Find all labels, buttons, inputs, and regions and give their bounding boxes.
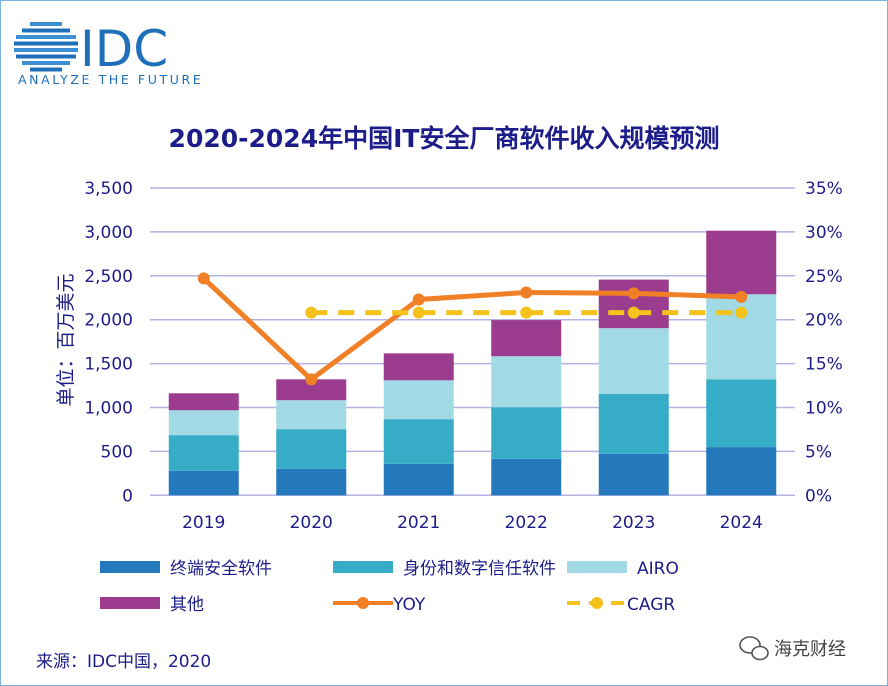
watermark: 海克财经	[739, 636, 846, 661]
bar-segment	[491, 356, 562, 408]
y-tick-label: 1,000	[84, 399, 133, 419]
y2-tick-label: 5%	[805, 442, 832, 462]
y-axis-label: 单位：百万美元	[55, 273, 77, 406]
bar-segment	[598, 453, 669, 496]
idc-logo: IDC ANALYZE THE FUTURE	[14, 20, 203, 87]
cagr-point	[305, 306, 318, 319]
wechat-icon	[739, 636, 769, 661]
bar-segment	[383, 353, 454, 381]
globe-icon	[14, 22, 78, 72]
x-tick-label: 2024	[720, 513, 763, 533]
bar-segment	[706, 230, 777, 295]
legend-swatch	[100, 561, 160, 573]
bar-segment	[383, 380, 454, 420]
y-tick-label: 3,000	[84, 223, 133, 243]
bar-segment	[706, 379, 777, 448]
bar-segment	[598, 328, 669, 394]
y2-tick-label: 10%	[805, 399, 843, 419]
yoy-point	[627, 287, 640, 300]
legend-marker	[357, 597, 369, 609]
legend-label: AIRO	[637, 559, 679, 579]
x-tick-label: 2021	[397, 513, 440, 533]
cagr-point	[412, 306, 425, 319]
bar-segment	[276, 379, 347, 401]
bar-segment	[598, 279, 669, 329]
bar-segment	[491, 407, 562, 459]
bar-segment	[276, 400, 347, 430]
y2-tick-label: 30%	[805, 223, 843, 243]
logo-name: IDC	[80, 20, 168, 78]
legend-label: 其他	[170, 595, 204, 615]
bar-segment	[491, 458, 562, 496]
globe-stripe	[30, 67, 62, 72]
cagr-point	[520, 306, 533, 319]
legend-label: 终端安全软件	[170, 559, 272, 579]
globe-stripe	[22, 28, 70, 33]
bar-segment	[383, 419, 454, 464]
cagr-point	[735, 306, 748, 319]
yoy-point	[520, 286, 533, 299]
source-note: 来源：IDC中国，2020	[36, 652, 211, 672]
y-tick-label: 3,500	[84, 179, 133, 199]
y2-tick-label: 25%	[805, 267, 843, 287]
legend-marker	[591, 597, 603, 609]
legend-swatch	[333, 561, 393, 573]
legend-swatch	[567, 561, 627, 573]
globe-stripe	[14, 48, 78, 52]
globe-stripe	[30, 22, 62, 26]
y-tick-label: 2,000	[84, 311, 133, 331]
y-tick-label: 500	[101, 442, 133, 462]
globe-stripe	[16, 54, 76, 59]
y-tick-label: 0	[122, 486, 133, 506]
y2-tick-label: 20%	[805, 311, 843, 331]
yoy-point	[735, 290, 748, 303]
x-tick-label: 2023	[612, 513, 655, 533]
chart-title: 2020-2024年中国IT安全厂商软件收入规模预测	[169, 124, 720, 153]
bar-segment	[168, 435, 239, 471]
legend-label: YOY	[392, 595, 426, 615]
y2-tick-label: 0%	[805, 486, 832, 506]
yoy-point	[305, 373, 318, 386]
y2-tick-label: 15%	[805, 355, 843, 375]
bar-segment	[276, 468, 347, 496]
x-tick-label: 2022	[505, 513, 548, 533]
legend-swatch	[100, 597, 160, 609]
x-tick-label: 2020	[290, 513, 333, 533]
y-tick-label: 1,500	[84, 355, 133, 375]
bar-segment	[168, 410, 239, 436]
bar-segment	[276, 429, 347, 469]
yoy-line	[202, 276, 742, 383]
logo-tagline: ANALYZE THE FUTURE	[18, 72, 203, 87]
bar-segment	[168, 393, 239, 411]
y-tick-label: 2,500	[84, 267, 133, 287]
y2-tick-label: 35%	[805, 179, 843, 199]
x-tick-label: 2019	[182, 513, 225, 533]
watermark-text: 海克财经	[774, 639, 846, 660]
legend-label: 身份和数字信任软件	[403, 559, 556, 579]
bar-segment	[383, 463, 454, 496]
cagr-point	[627, 306, 640, 319]
yoy-point	[197, 272, 210, 285]
yoy-point	[412, 293, 425, 306]
bar-segment	[491, 320, 562, 357]
globe-stripe	[22, 61, 70, 65]
globe-stripe	[14, 41, 78, 46]
bar-segment	[598, 393, 669, 454]
bar-segment	[706, 447, 777, 496]
globe-stripe	[16, 35, 76, 39]
legend-label: CAGR	[627, 595, 675, 615]
bar-segment	[168, 470, 239, 496]
